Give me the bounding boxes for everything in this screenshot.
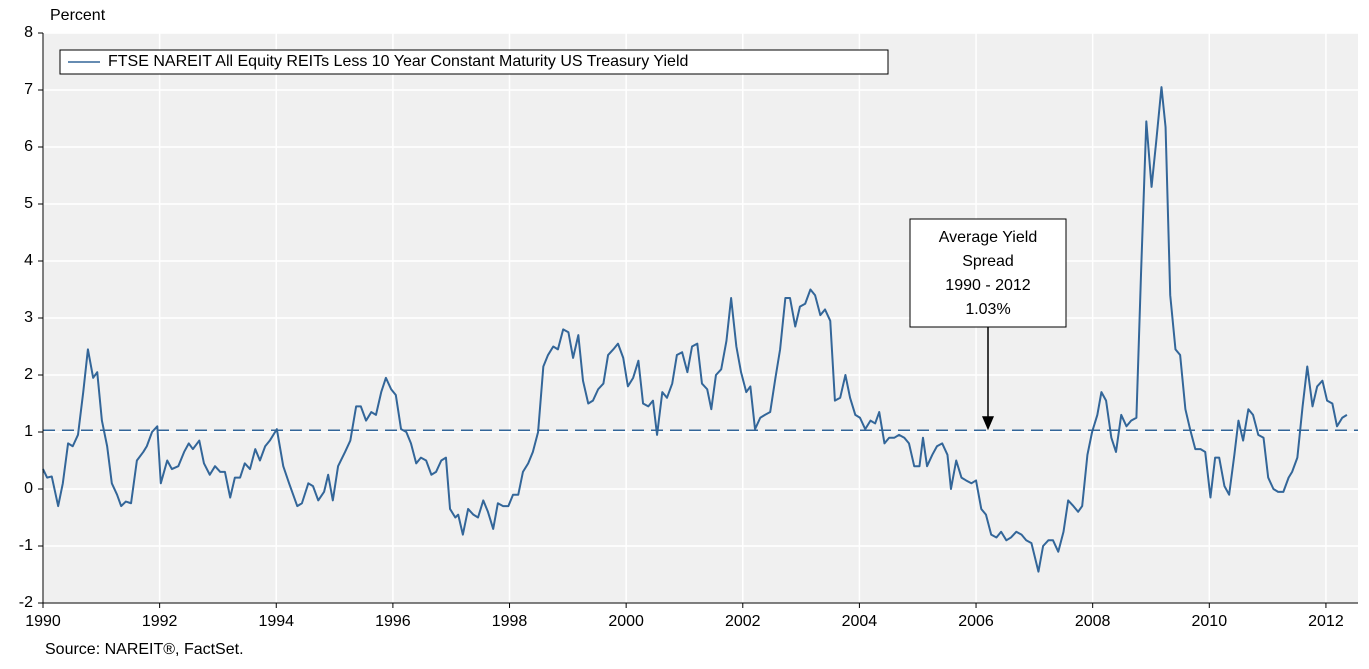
x-tick-label: 2010	[1192, 613, 1228, 630]
y-tick-label: 7	[24, 81, 33, 98]
annotation-box	[909, 218, 1067, 328]
x-tick-label: 2012	[1308, 613, 1344, 630]
series-line	[42, 86, 1348, 573]
legend: FTSE NAREIT All Equity REITs Less 10 Yea…	[59, 49, 889, 75]
x-tick-label: 2000	[608, 613, 644, 630]
y-tick-label: 8	[24, 24, 33, 41]
annotation-text: 1990 - 2012	[945, 277, 1031, 294]
x-tick-label: 1996	[375, 613, 411, 630]
x-tick-label: 1998	[492, 613, 528, 630]
x-tick-label: 1990	[25, 613, 61, 630]
annotation-arrowhead	[982, 416, 994, 431]
x-tick-label: 1992	[142, 613, 178, 630]
y-tick-label: 3	[24, 309, 33, 326]
y-tick-label: 4	[24, 252, 33, 269]
x-tick-label: 1994	[258, 613, 294, 630]
x-tick-label: 2004	[842, 613, 878, 630]
legend-box	[59, 49, 889, 75]
y-tick-label: 6	[24, 138, 33, 155]
x-tick-label: 2006	[958, 613, 994, 630]
x-tick-label: 2008	[1075, 613, 1111, 630]
y-tick-label: 0	[24, 480, 33, 497]
y-tick-label: -1	[19, 537, 33, 554]
y-tick-label: -2	[19, 594, 33, 611]
source: Source: NAREIT®, FactSet.	[45, 641, 244, 658]
y-tick-label: 5	[24, 195, 33, 212]
marks	[42, 86, 1358, 573]
x-tick-label: 2002	[725, 613, 761, 630]
legend-label: FTSE NAREIT All Equity REITs Less 10 Yea…	[108, 53, 688, 70]
annotation-text: Spread	[962, 253, 1014, 270]
y-axis-label: Percent	[50, 7, 106, 24]
annotation-text: Average Yield	[939, 229, 1037, 246]
y-tick-label: 1	[24, 423, 33, 440]
grid	[42, 32, 1358, 604]
annotation: Average Yield Spread 1990 - 2012 1.03%	[909, 218, 1067, 328]
y-tick-label: 2	[24, 366, 33, 383]
annotation-text: 1.03%	[965, 301, 1010, 318]
